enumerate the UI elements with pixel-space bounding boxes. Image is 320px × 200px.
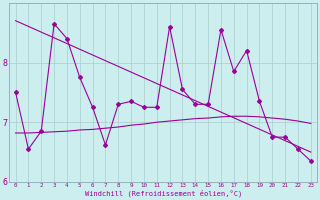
X-axis label: Windchill (Refroidissement éolien,°C): Windchill (Refroidissement éolien,°C): [84, 190, 242, 197]
